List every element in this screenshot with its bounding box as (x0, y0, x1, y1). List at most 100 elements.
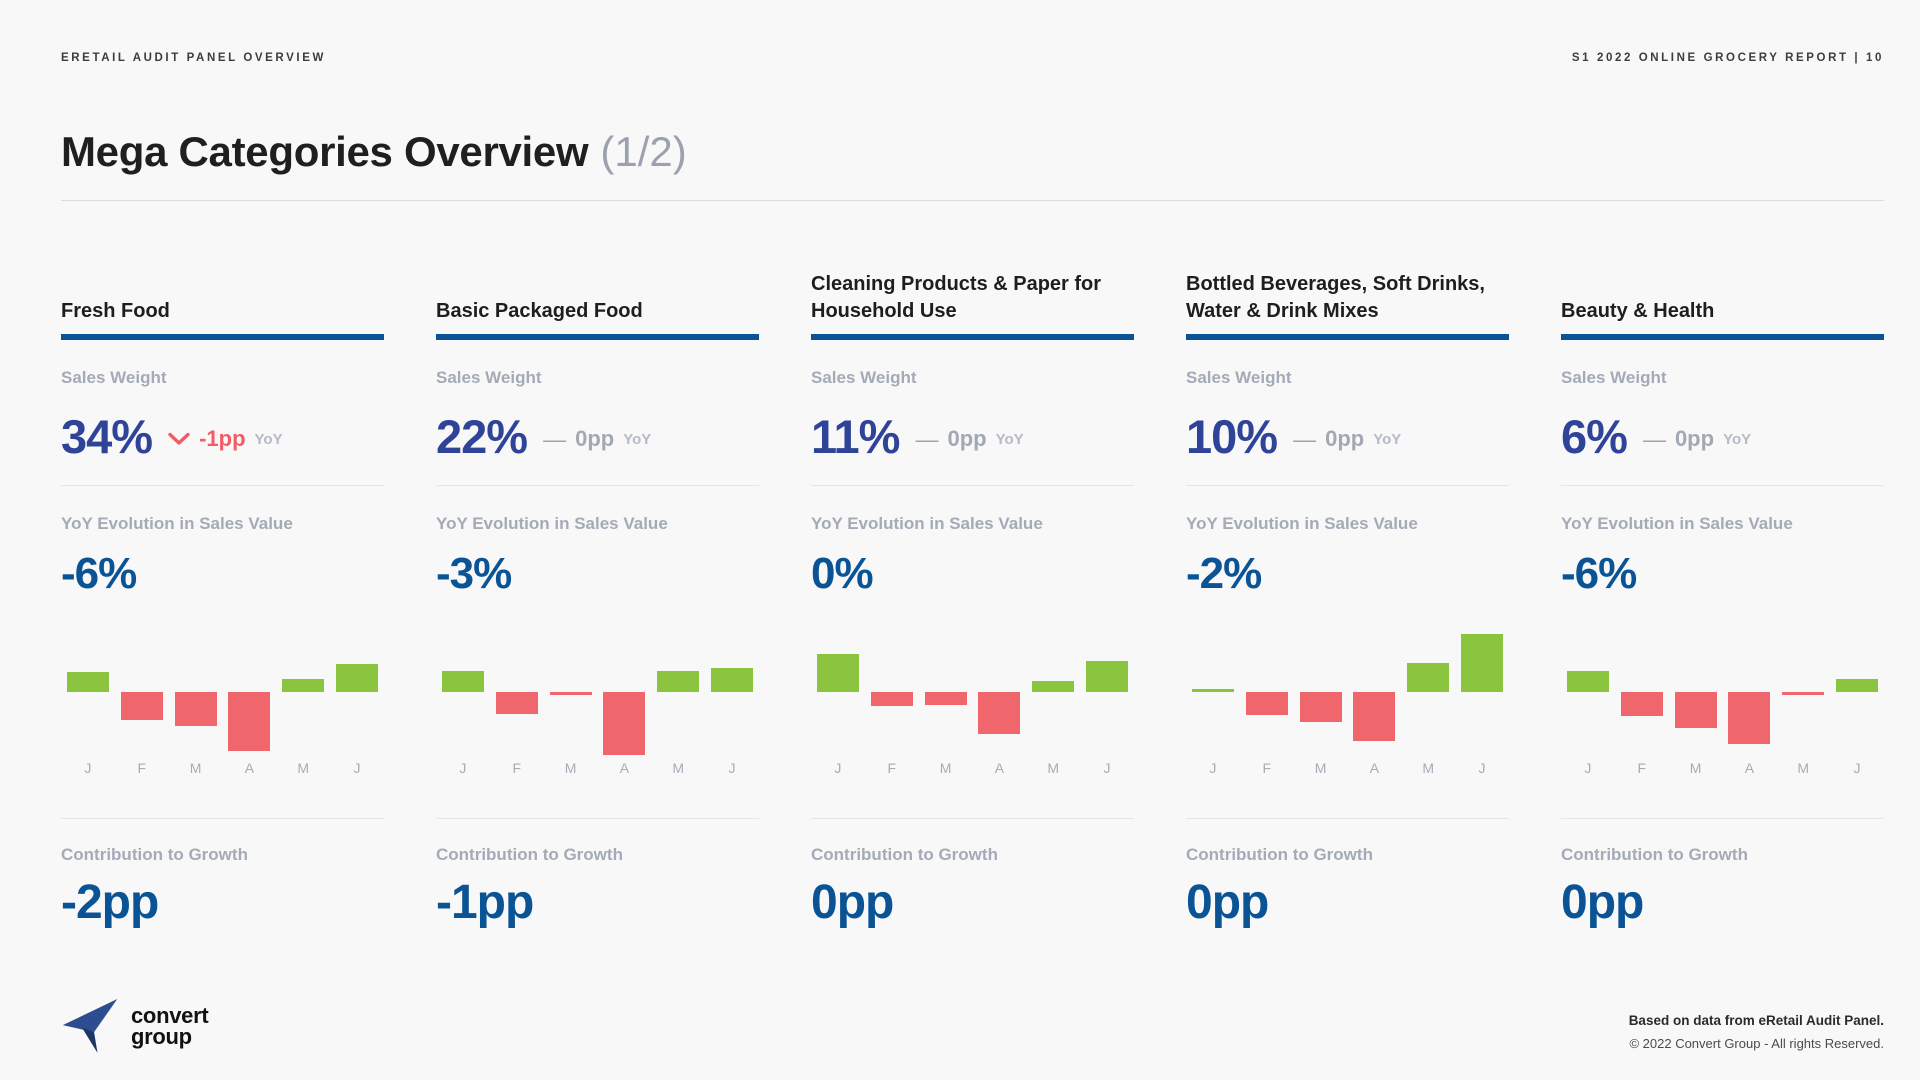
month-label: F (137, 760, 147, 776)
change-value: 0pp (947, 426, 987, 451)
bar-slot (436, 624, 490, 754)
sales-weight-value: 11% (811, 409, 900, 463)
month-label: F (887, 760, 897, 776)
section-divider (811, 485, 1134, 486)
category-title: Cleaning Products & Paper for Household … (811, 273, 1102, 322)
category-title: Bottled Beverages, Soft Drinks, Water & … (1186, 273, 1485, 322)
slide-header: ERETAIL AUDIT PANEL OVERVIEW S1 2022 ONL… (61, 52, 1884, 64)
month-label: J (834, 760, 842, 776)
category-column-basic-packaged-food: Basic Packaged Food Sales Weight 22% — 0… (436, 258, 759, 935)
month-label: J (1853, 760, 1861, 776)
bar-slot (222, 624, 276, 754)
positive-bar (1461, 634, 1504, 692)
month-label: F (1262, 760, 1272, 776)
section-divider (1186, 818, 1509, 819)
category-column-fresh-food: Fresh Food Sales Weight 34% — -1pp YoY Y… (61, 258, 384, 935)
footer-copyright-text: © 2022 Convert Group - All rights Reserv… (1629, 1035, 1884, 1051)
negative-bar (1674, 692, 1717, 728)
negative-bar (924, 692, 967, 705)
month-label: M (189, 760, 202, 776)
negative-bar (495, 692, 538, 714)
yoy-suffix: YoY (254, 430, 283, 448)
negative-bar (870, 692, 913, 706)
positive-bar (657, 671, 700, 692)
contribution-value: -2pp (61, 876, 159, 929)
positive-bar (1086, 661, 1129, 692)
yoy-evolution-label: YoY Evolution in Sales Value (61, 514, 293, 533)
negative-bar (603, 692, 646, 755)
negative-bar (549, 692, 592, 695)
sales-weight-change: — 0pp YoY (1293, 422, 1401, 451)
monthly-bars-chart (61, 624, 384, 754)
sales-weight-value: 10% (1186, 409, 1278, 463)
negative-bar (228, 692, 271, 751)
page-title-text: Mega Categories Overview (61, 128, 589, 175)
header-left-text: ERETAIL AUDIT PANEL OVERVIEW (61, 52, 326, 64)
page-title-suffix: (1/2) (600, 128, 687, 175)
positive-bar (66, 672, 109, 692)
category-underline (436, 334, 759, 340)
bar-slot (865, 624, 919, 754)
bar-slot (1347, 624, 1401, 754)
change-value: -1pp (199, 426, 246, 451)
month-label: J (1478, 760, 1486, 776)
sales-weight-value: 34% (61, 409, 153, 463)
bar-slot (1455, 624, 1509, 754)
contribution-value: 0pp (1561, 876, 1644, 929)
monthly-bars-chart (1186, 624, 1509, 754)
sales-weight-value: 22% (436, 409, 528, 463)
negative-bar (1728, 692, 1771, 744)
bar-slot (1294, 624, 1348, 754)
month-label: F (1637, 760, 1647, 776)
month-label: M (672, 760, 685, 776)
bar-slot (544, 624, 598, 754)
positive-bar (441, 671, 484, 692)
bar-slot (1026, 624, 1080, 754)
category-underline (1561, 334, 1884, 340)
month-label: M (1047, 760, 1060, 776)
monthly-bars-chart (1561, 624, 1884, 754)
positive-bar (1407, 663, 1450, 692)
no-change-dash-icon: — (915, 425, 939, 452)
no-change-dash-icon: — (543, 425, 567, 452)
month-label: M (297, 760, 310, 776)
month-label: J (84, 760, 92, 776)
bar-slot (1186, 624, 1240, 754)
category-title: Fresh Food (61, 299, 170, 322)
no-change-dash-icon: — (1293, 425, 1317, 452)
month-label: M (1314, 760, 1327, 776)
yoy-evolution-label: YoY Evolution in Sales Value (1186, 514, 1418, 533)
sales-weight-change: — 0pp YoY (915, 422, 1023, 451)
yoy-evolution-value: -3% (436, 549, 512, 598)
chevron-down-icon (168, 432, 190, 446)
sales-weight-row: 6% — 0pp YoY (1561, 410, 1884, 462)
change-value: 0pp (575, 426, 615, 451)
section-divider (61, 485, 384, 486)
contribution-label: Contribution to Growth (1561, 845, 1748, 864)
negative-bar (1299, 692, 1342, 722)
contribution-label: Contribution to Growth (811, 845, 998, 864)
month-label: F (512, 760, 522, 776)
sales-weight-change: — 0pp YoY (1643, 422, 1751, 451)
month-label: M (1797, 760, 1810, 776)
section-divider (1561, 485, 1884, 486)
sales-weight-label: Sales Weight (436, 368, 542, 387)
negative-bar (1782, 692, 1825, 695)
positive-bar (816, 654, 859, 692)
bar-slot (330, 624, 384, 754)
month-label: J (728, 760, 736, 776)
logo-wordmark: convert group (131, 1005, 209, 1047)
sales-weight-row: 10% — 0pp YoY (1186, 410, 1509, 462)
month-label: M (564, 760, 577, 776)
sales-weight-change: — -1pp YoY (168, 422, 283, 450)
section-divider (811, 818, 1134, 819)
positive-bar (1566, 671, 1609, 692)
month-label: A (244, 760, 255, 776)
category-column-beauty-health: Beauty & Health Sales Weight 6% — 0pp Yo… (1561, 258, 1884, 935)
no-change-dash-icon: — (1642, 425, 1666, 452)
yoy-evolution-value: -2% (1186, 549, 1262, 598)
